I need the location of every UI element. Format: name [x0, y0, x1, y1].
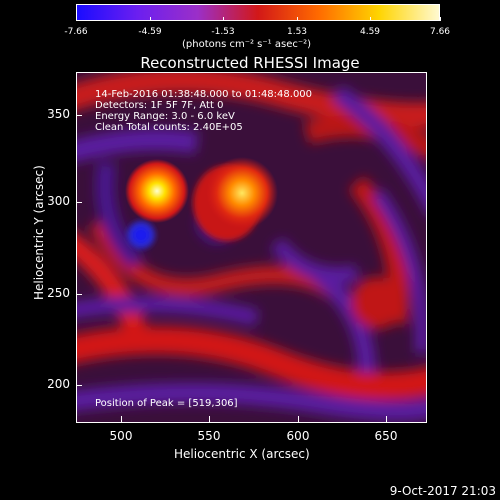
x-tick-label: 500: [109, 429, 133, 443]
colorbar-tick-mark: [150, 17, 151, 21]
colorbar-tick-label: 1.53: [286, 27, 308, 37]
x-tick-mark: [209, 416, 210, 422]
colorbar-unit-label: (photons cm⁻² s⁻¹ asec⁻²): [182, 39, 312, 50]
y-tick-mark: [76, 202, 82, 203]
y-tick-label: 250: [47, 286, 70, 300]
x-tick-mark: [386, 416, 387, 422]
x-tick-label: 600: [286, 429, 310, 443]
y-tick-label: 300: [47, 194, 70, 208]
image-title: Reconstructed RHESSI Image: [140, 54, 360, 72]
colorbar-tick-mark: [440, 17, 441, 21]
colorbar-tick-mark: [297, 17, 298, 21]
peak-position-text: Position of Peak = [519,306]: [95, 398, 238, 409]
colorbar-tick-label: -1.53: [211, 27, 235, 37]
solar-image: 14-Feb-2016 01:38:48.000 to 01:48:48.000…: [76, 72, 427, 423]
solar-image-canvas: [77, 73, 426, 422]
y-tick-mark: [76, 385, 82, 386]
y-tick-mark: [76, 294, 82, 295]
x-tick-mark: [298, 416, 299, 422]
colorbar-tick-label: 4.59: [359, 27, 381, 37]
info-block: 14-Feb-2016 01:38:48.000 to 01:48:48.000…: [95, 89, 312, 133]
info-line: Clean Total counts: 2.40E+05: [95, 122, 243, 133]
x-tick-mark: [121, 416, 122, 422]
date-stamp: 9-Oct-2017 21:03: [389, 484, 496, 498]
info-line: Detectors: 1F 5F 7F, Att 0: [95, 100, 224, 111]
y-axis-label: Heliocentric Y (arcsec): [32, 165, 46, 300]
colorbar-tick-label: 7.66: [429, 27, 451, 37]
y-tick-label: 200: [47, 377, 70, 391]
y-tick-label: 350: [47, 107, 70, 121]
colorbar-tick-mark: [223, 17, 224, 21]
colorbar-tick-label: -7.66: [64, 27, 88, 37]
x-tick-label: 550: [197, 429, 221, 443]
info-line: Energy Range: 3.0 - 6.0 keV: [95, 111, 235, 122]
y-tick-mark: [76, 115, 82, 116]
colorbar-tick-mark: [370, 17, 371, 21]
colorbar: [76, 4, 440, 21]
colorbar-tick-label: -4.59: [138, 27, 162, 37]
x-axis-label: Heliocentric X (arcsec): [174, 447, 310, 461]
info-line: 14-Feb-2016 01:38:48.000 to 01:48:48.000: [95, 89, 313, 100]
colorbar-tick-mark: [76, 17, 77, 21]
x-tick-label: 650: [374, 429, 398, 443]
